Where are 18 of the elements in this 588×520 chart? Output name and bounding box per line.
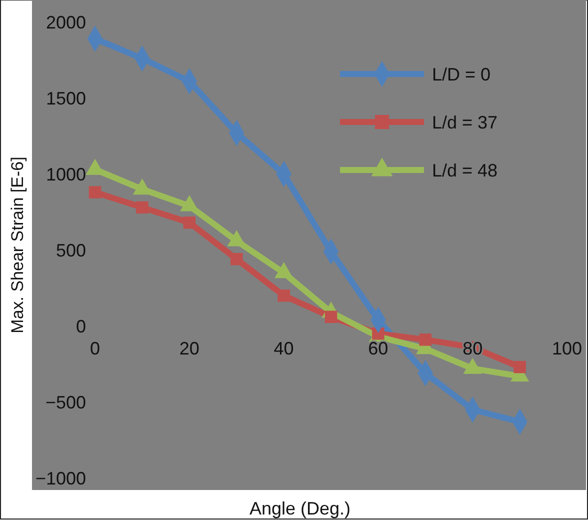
y-tick-label: 0 (76, 316, 86, 336)
y-tick-label: 1000 (46, 164, 86, 184)
x-tick-label: 20 (179, 338, 200, 358)
x-tick-label: 100 (552, 338, 582, 358)
legend-label: L/d = 48 (432, 160, 498, 180)
y-tick-label: 2000 (46, 12, 86, 32)
y-axis-title: Max. Shear Strain [E-6] (8, 156, 27, 334)
y-tick-label: −1000 (35, 468, 86, 488)
legend-label: L/D = 0 (432, 64, 491, 84)
x-tick-label: 40 (274, 338, 294, 358)
y-tick-label: 1500 (46, 88, 86, 108)
x-tick-label: 0 (90, 338, 100, 358)
y-tick-label: −500 (45, 392, 86, 412)
y-tick-label: 500 (56, 240, 86, 260)
x-tick-label: 60 (368, 338, 388, 358)
x-tick-label: 80 (462, 338, 483, 358)
legend-label: L/d = 37 (432, 112, 498, 132)
x-axis-title: Angle (Deg.) (249, 498, 351, 518)
